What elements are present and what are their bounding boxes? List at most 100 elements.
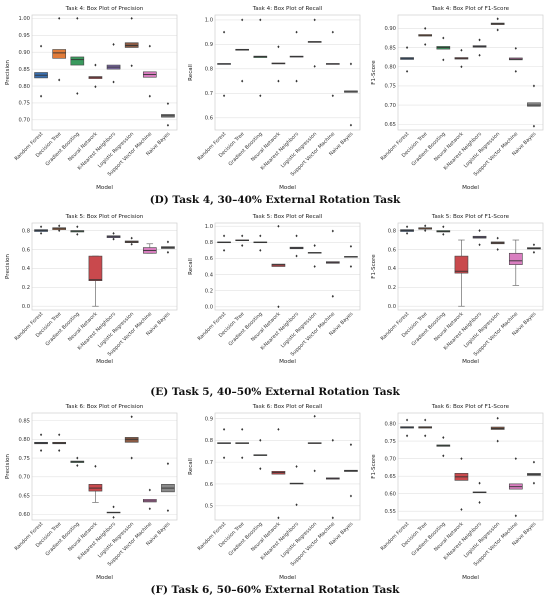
outlier-point [76, 232, 79, 236]
outlier-point [313, 469, 316, 473]
outlier-point [331, 294, 334, 298]
outlier-point [112, 80, 115, 84]
box [454, 255, 469, 274]
outlier-point [424, 224, 427, 228]
y-tick-label: 0.80 [384, 65, 396, 71]
x-axis-label: Model [96, 185, 113, 191]
outlier-point [148, 44, 151, 48]
y-tick-label: 0.75 [18, 101, 30, 107]
chart-title: Task 6: Box Plot of Recall [252, 404, 323, 410]
outlier-point [39, 225, 43, 229]
outlier-point [460, 508, 463, 511]
outlier-point [478, 501, 481, 504]
x-axis-label: Model [462, 185, 479, 191]
outlier-point [39, 94, 43, 98]
outlier-point [496, 439, 499, 443]
y-axis-label: Precision [5, 454, 11, 479]
outlier-point [349, 62, 353, 66]
outlier-point [130, 456, 133, 460]
y-tick-label: 1.0 [205, 224, 213, 230]
y-axis-label: Recall [188, 458, 194, 475]
outlier-point [405, 69, 409, 73]
plot-frame [31, 222, 178, 311]
outlier-point [58, 78, 61, 82]
y-tick-label: 0.70 [384, 103, 396, 109]
outlier-point [222, 248, 226, 252]
y-tick-label: 0.70 [18, 118, 30, 124]
x-axis-label: Model [462, 359, 479, 365]
y-tick-label: 0.7 [205, 460, 213, 466]
outlier-point [532, 481, 536, 485]
y-axis-label: F1-Score [371, 454, 377, 479]
y-tick-label: 0.5 [205, 504, 213, 510]
y-tick-label: 0.8 [205, 67, 213, 73]
chart-task5-f1: Task 5: Box Plot of F1-Score 0.0 0.2 0.4 0.6… [371, 214, 544, 365]
outlier-point [405, 46, 409, 49]
y-tick-label: 0.90 [18, 50, 30, 56]
chart-title: Task 4: Box Plot of Precision [65, 6, 144, 12]
outlier-point [405, 225, 409, 229]
outlier-point [424, 27, 427, 30]
outlier-point [442, 36, 445, 40]
plot-frame [214, 412, 361, 521]
plot-frame [397, 412, 544, 521]
y-axis-label: F1-Score [371, 60, 377, 85]
outlier-point [222, 234, 226, 238]
y-tick-label: 0.60 [384, 491, 396, 497]
chart-task4-recall: Task 4: Box Plot of Recall 0.6 0.7 0.8 0.9 1.… [188, 6, 361, 191]
y-tick-label: 0.2 [388, 285, 396, 291]
outlier-point [277, 305, 280, 309]
y-tick-label: 0.55 [384, 509, 396, 515]
chart-task4-f1: Task 4: Box Plot of F1-Score 0.65 0.70 0.75… [371, 6, 544, 191]
outlier-point [166, 509, 170, 513]
y-tick-label: 0.8 [388, 228, 396, 234]
outlier-point [241, 244, 244, 247]
y-tick-label: 0.80 [18, 84, 30, 90]
y-tick-label: 0.8 [22, 228, 30, 234]
plot-frame [214, 222, 361, 311]
outlier-point [331, 438, 334, 442]
outlier-point [313, 265, 316, 268]
outlier-point [349, 265, 353, 268]
y-tick-label: 0.85 [18, 418, 30, 424]
outlier-point [331, 94, 334, 98]
y-tick-label: 0.0 [388, 304, 396, 310]
y-tick-label: 0.9 [205, 416, 213, 422]
y-tick-label: 0.85 [384, 45, 396, 51]
outlier-point [222, 94, 226, 98]
outlier-point [496, 17, 499, 21]
outlier-point [130, 242, 133, 246]
outlier-point [94, 464, 97, 468]
y-axis-label: Recall [188, 258, 194, 275]
outlier-point [442, 232, 445, 236]
y-tick-label: 0.4 [22, 266, 31, 272]
outlier-point [496, 28, 499, 32]
outlier-point [460, 65, 463, 69]
y-tick-label: 0.8 [205, 438, 213, 444]
y-tick-label: 0.4 [388, 266, 397, 272]
plot-frame [31, 412, 178, 521]
outlier-point [460, 457, 463, 461]
y-tick-label: 0.90 [384, 26, 396, 32]
y-tick-label: 0.6 [22, 247, 30, 253]
y-tick-label: 0.80 [18, 437, 30, 443]
plot-frame [397, 14, 544, 131]
y-tick-label: 0.6 [205, 116, 213, 122]
box [124, 437, 139, 443]
outlier-point [112, 237, 115, 241]
plot-frame [31, 14, 178, 131]
outlier-point [532, 84, 536, 88]
outlier-point [460, 48, 463, 52]
outlier-point [130, 415, 133, 419]
outlier-point [148, 488, 151, 492]
outlier-point [514, 46, 517, 50]
outlier-point [532, 250, 536, 254]
outlier-point [295, 254, 298, 258]
chart-task6-recall: Task 6: Box Plot of Recall 0.5 0.6 0.7 0.8 0.… [188, 404, 361, 581]
box [52, 49, 67, 59]
chart-title: Task 6: Box Plot of Precision [65, 404, 144, 410]
outlier-point [277, 45, 280, 49]
outlier-point [222, 427, 226, 431]
chart-title: Task 5: Box Plot of Recall [252, 214, 323, 220]
outlier-point [76, 92, 79, 95]
